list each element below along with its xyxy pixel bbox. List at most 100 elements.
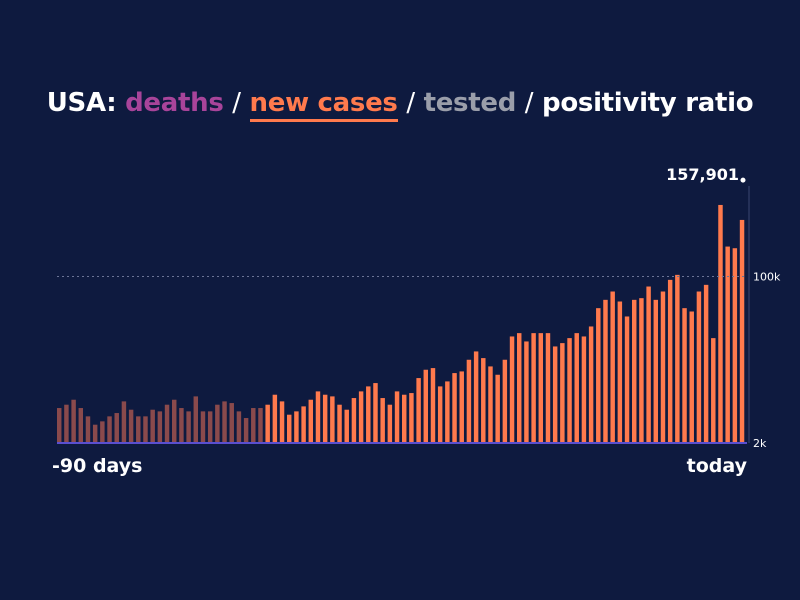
bar: [258, 408, 263, 443]
bar: [560, 343, 565, 443]
bar: [322, 394, 328, 443]
bar: [373, 383, 378, 443]
bar: [495, 374, 500, 443]
bar: [445, 381, 450, 443]
bar: [265, 404, 270, 443]
bar: [437, 386, 443, 443]
bar: [732, 248, 738, 443]
bar: [653, 299, 659, 443]
bar: [337, 404, 342, 443]
bar: [703, 284, 709, 443]
bar: [150, 409, 155, 443]
bar: [610, 291, 615, 443]
bar: [330, 396, 335, 443]
bar: [100, 421, 105, 443]
bar: [351, 398, 357, 443]
bar: [394, 391, 400, 443]
metric-tab-positivity-ratio[interactable]: positivity ratio: [542, 88, 754, 118]
bar: [725, 246, 730, 443]
bar: [646, 286, 651, 443]
bar: [315, 391, 321, 443]
bar: [488, 366, 493, 443]
bar: [301, 406, 306, 443]
title-separator: /: [524, 88, 534, 118]
bar: [186, 411, 191, 443]
bar: [172, 399, 177, 443]
bar: [509, 336, 515, 443]
x-axis-start-label: -90 days: [52, 455, 142, 477]
bar: [143, 416, 148, 443]
bar: [207, 411, 213, 443]
bar: [193, 396, 199, 443]
bar: [57, 408, 62, 443]
bar: [279, 401, 285, 443]
bar: [287, 414, 292, 443]
title-separator: /: [406, 88, 415, 118]
bar: [596, 308, 601, 443]
bar: [272, 394, 278, 443]
bar: [114, 413, 119, 443]
bar: [682, 308, 687, 443]
bar: [294, 411, 299, 443]
bar: [452, 373, 457, 443]
bar: [409, 393, 414, 443]
bar: [136, 416, 141, 443]
bars-group: [57, 204, 745, 443]
bar: [517, 333, 522, 443]
bar: [718, 204, 723, 443]
bar: [603, 299, 608, 443]
bar: [402, 394, 407, 443]
metric-tab-tested[interactable]: tested: [423, 88, 517, 118]
bar: [574, 333, 579, 443]
bar: [92, 424, 98, 443]
bar: [581, 336, 587, 443]
callout-label: 157,901: [666, 165, 739, 184]
bar: [567, 338, 572, 443]
bar: [739, 219, 745, 443]
bar: [243, 418, 249, 443]
bar: [164, 404, 170, 443]
title-separator: /: [232, 88, 241, 118]
bar: [344, 409, 349, 443]
bar: [179, 408, 184, 443]
bar: [358, 391, 364, 443]
bar: [667, 279, 673, 443]
bar: [64, 404, 69, 443]
y-tick-label: 2k: [753, 437, 767, 450]
bar: [552, 346, 558, 443]
bar: [107, 416, 112, 443]
bar: [660, 291, 666, 443]
chart-title: USA: deaths / new cases / tested / posit…: [0, 88, 800, 122]
bar: [416, 378, 421, 443]
bar: [229, 403, 234, 443]
metric-tab-deaths[interactable]: deaths: [125, 88, 224, 118]
bar: [481, 358, 486, 443]
bar: [696, 291, 702, 443]
bar: [121, 401, 127, 443]
bar: [85, 416, 91, 443]
bar: [423, 369, 429, 443]
x-axis-end-label: today: [687, 455, 748, 477]
bar: [689, 311, 694, 443]
bar: [545, 333, 551, 443]
bar: [639, 298, 644, 443]
bar: [617, 301, 623, 443]
bar: [78, 408, 84, 443]
metric-tab-new-cases[interactable]: new cases: [249, 88, 398, 122]
bar: [466, 359, 472, 443]
bar: [459, 371, 464, 443]
y-ticks-group: 100k 2k: [57, 271, 781, 450]
bar: [502, 359, 508, 443]
bar: [251, 408, 256, 443]
callout-dot: [740, 177, 746, 183]
bar: [632, 299, 637, 443]
bar: [524, 341, 529, 443]
bar: [387, 404, 393, 443]
bar: [624, 316, 630, 443]
bar: [531, 333, 536, 443]
bar: [222, 401, 227, 443]
bar: [308, 399, 314, 443]
bar: [538, 333, 544, 443]
bar: [588, 326, 594, 443]
